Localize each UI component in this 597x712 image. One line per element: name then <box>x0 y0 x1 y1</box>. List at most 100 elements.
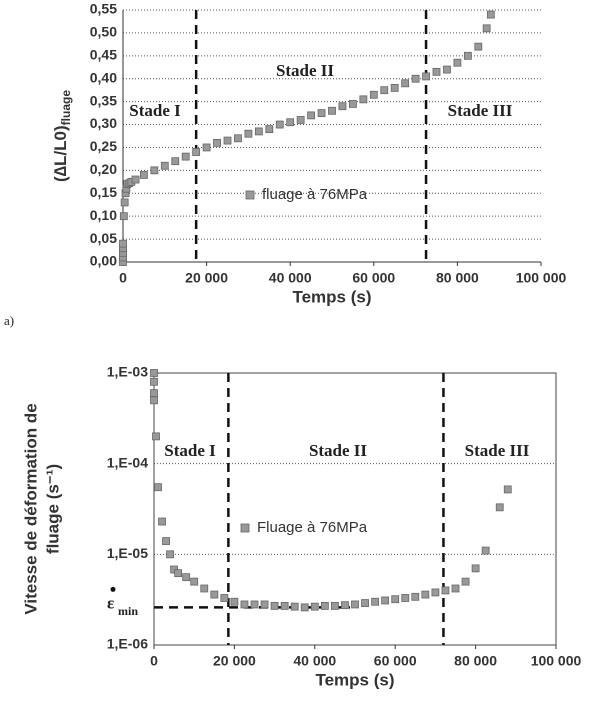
data-point <box>481 546 490 555</box>
legend-label: fluage à 76MPa <box>262 186 368 203</box>
y-tick-label: 0,40 <box>90 69 117 85</box>
data-point <box>461 577 470 586</box>
stage-label: Stade III <box>465 441 530 460</box>
data-point <box>158 517 166 526</box>
y-tick-label: 0,45 <box>90 47 117 63</box>
y-tick-label: 0,10 <box>90 207 117 223</box>
x-axis-label: Temps (s) <box>292 287 371 306</box>
data-point <box>390 83 399 92</box>
data-point <box>150 389 158 398</box>
data-point <box>300 603 309 612</box>
data-point <box>338 102 347 111</box>
data-point <box>250 600 259 609</box>
data-point <box>431 588 440 597</box>
x-axis-label: Temps (s) <box>315 670 394 689</box>
y-tick-label: 1,E-06 <box>107 636 148 652</box>
y-tick-label: 1,E-05 <box>107 545 148 561</box>
data-point <box>152 432 160 441</box>
data-point <box>371 597 380 606</box>
data-point <box>220 594 229 602</box>
data-point <box>150 377 158 386</box>
x-tick-label: 20 000 <box>185 270 228 286</box>
stage-label: Stade II <box>276 61 334 80</box>
data-point <box>202 143 211 152</box>
data-point <box>139 171 148 179</box>
data-point <box>330 601 339 610</box>
data-point <box>120 198 129 207</box>
data-point <box>240 600 249 609</box>
data-point <box>401 79 410 88</box>
data-point <box>182 573 191 582</box>
data-point <box>280 601 289 610</box>
data-point <box>154 483 162 492</box>
data-point <box>166 550 174 559</box>
data-point <box>265 125 274 134</box>
data-point <box>471 564 480 573</box>
data-point <box>150 396 158 405</box>
data-point <box>348 100 357 108</box>
x-tick-label: 100 000 <box>516 270 567 286</box>
epsilon-label: ε <box>107 593 114 612</box>
data-point <box>381 596 390 605</box>
y-tick-label: 0,30 <box>90 115 117 131</box>
legend-marker <box>240 523 250 533</box>
x-tick-label: 80 000 <box>454 653 497 669</box>
data-point <box>162 537 170 545</box>
data-point <box>150 369 158 377</box>
data-point <box>230 597 239 606</box>
stage-label: Stade III <box>448 101 513 120</box>
data-point <box>451 584 460 593</box>
x-tick-label: 40 000 <box>269 270 312 286</box>
y-tick-label: 1,E-04 <box>107 454 148 470</box>
y-tick-label: 0,00 <box>90 253 117 269</box>
y-tick-label: 0,50 <box>90 24 117 40</box>
data-point <box>171 157 180 166</box>
y-axis-label: Vitesse de déformation de <box>21 403 40 614</box>
y-tick-label: 0,25 <box>90 138 117 154</box>
data-point <box>351 600 359 609</box>
legend-label: Fluage à 76MPa <box>257 519 368 536</box>
data-point <box>391 595 400 604</box>
x-tick-label: 60 000 <box>352 270 395 286</box>
data-point <box>328 106 336 115</box>
x-tick-label: 0 <box>119 270 127 286</box>
y-axis-label-sub: fluage <box>59 90 73 126</box>
data-point <box>361 599 369 607</box>
data-point <box>503 485 512 494</box>
data-point <box>160 161 169 170</box>
data-point <box>270 601 279 610</box>
data-point <box>307 111 316 120</box>
x-tick-label: 40 000 <box>293 653 336 669</box>
data-point <box>482 24 491 33</box>
y-tick-label: 0,55 <box>90 1 117 17</box>
data-point <box>150 166 159 175</box>
data-point <box>411 592 420 601</box>
data-point <box>463 51 472 60</box>
y-tick-label: 0,15 <box>90 184 117 200</box>
epsilon-sub: min <box>118 604 138 618</box>
data-point <box>234 134 242 143</box>
data-point <box>213 138 221 147</box>
data-point <box>174 569 183 578</box>
y-axis-label-main: (∆L/L0) <box>51 125 70 182</box>
data-point <box>119 212 128 221</box>
data-point <box>131 175 140 184</box>
y-tick-label: 0,05 <box>90 230 117 246</box>
stage-label: Stade II <box>309 441 367 460</box>
y-axis-label: fluage (s⁻¹) <box>43 464 62 554</box>
data-point <box>275 120 284 129</box>
data-point <box>474 42 483 51</box>
legend-marker <box>245 190 255 200</box>
data-point <box>192 148 201 156</box>
epsilon-dot <box>110 586 116 592</box>
data-point <box>119 239 127 248</box>
plot-frame <box>153 372 557 646</box>
data-point <box>254 127 263 136</box>
data-point <box>453 58 462 67</box>
data-point <box>359 95 368 104</box>
data-point <box>296 116 305 124</box>
x-tick-label: 80 000 <box>436 270 479 286</box>
data-point <box>369 90 378 99</box>
stage-label: Stade I <box>164 441 216 460</box>
